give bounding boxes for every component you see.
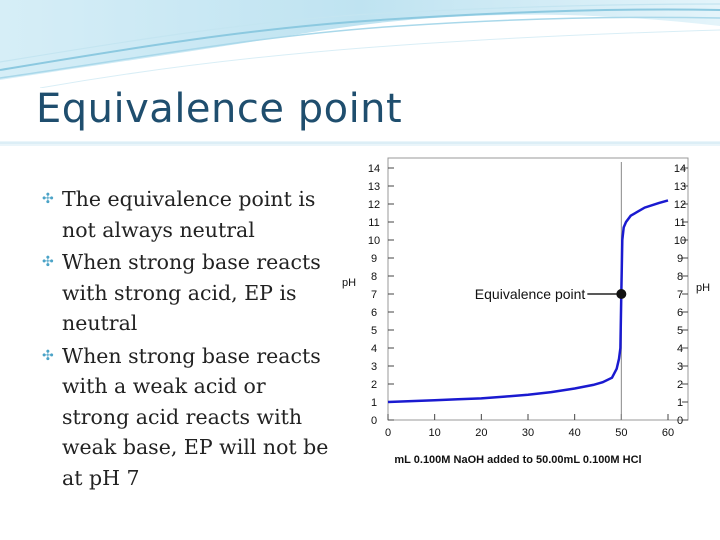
y-tick-label: 8: [371, 271, 377, 283]
bullet-text: When strong base reacts with a weak acid…: [62, 343, 329, 490]
y-tick-label: 13: [368, 181, 380, 193]
x-axis: 0 10 20 30 40 50 60: [385, 414, 674, 439]
y-tick-label: 14: [674, 163, 686, 175]
y-tick-label: 9: [677, 253, 683, 265]
x-tick-label: 50: [615, 427, 627, 439]
y-tick-label: 6: [371, 307, 377, 319]
bullet-text: When strong base reacts with strong acid…: [62, 250, 321, 335]
y-tick-label: 7: [371, 289, 377, 301]
y-tick-label: 7: [677, 289, 683, 301]
x-tick-label: 40: [569, 427, 581, 439]
sparkle-icon: ✣: [42, 191, 54, 207]
y-tick-label: 3: [677, 361, 683, 373]
y-tick-label: 4: [677, 343, 683, 355]
y-tick-label: 14: [368, 163, 380, 175]
x-tick-label: 20: [475, 427, 487, 439]
x-tick-label: 0: [385, 427, 391, 439]
y-tick-label: 11: [674, 217, 685, 229]
titration-curve: [387, 199, 669, 404]
y-tick-label: 1: [677, 397, 683, 409]
x-tick-label: 60: [662, 427, 674, 439]
y-tick-label: 6: [677, 307, 683, 319]
y-axis-label-right: pH: [696, 282, 710, 294]
bullet-item: ✣ When strong base reacts with a weak ac…: [42, 341, 332, 494]
x-axis-label: mL 0.100M NaOH added to 50.00mL 0.100M H…: [394, 454, 641, 466]
sparkle-icon: ✣: [42, 254, 54, 270]
y-tick-label: 3: [371, 361, 377, 373]
y-tick-label: 5: [677, 325, 683, 337]
x-tick-label: 30: [522, 427, 534, 439]
y-tick-label: 8: [677, 271, 683, 283]
y-tick-label: 0: [371, 415, 377, 427]
y-tick-label: 12: [368, 199, 380, 211]
bullet-item: ✣ When strong base reacts with strong ac…: [42, 247, 332, 339]
y-tick-label: 2: [371, 379, 377, 391]
bullet-item: ✣ The equivalence point is not always ne…: [42, 184, 332, 245]
y-tick-label: 9: [371, 253, 377, 265]
y-tick-label: 5: [371, 325, 377, 337]
y-tick-label: 13: [674, 181, 686, 193]
bullet-list: ✣ The equivalence point is not always ne…: [42, 184, 332, 495]
y-tick-label: 12: [674, 199, 686, 211]
y-tick-label: 4: [371, 343, 377, 355]
page-title: Equivalence point: [36, 86, 403, 132]
y-tick-label: 10: [674, 235, 686, 247]
title-divider: [0, 141, 720, 146]
plot-frame: [387, 157, 689, 421]
y-axis-label-left: pH: [342, 277, 356, 289]
equivalence-point-marker: [616, 289, 627, 299]
y-tick-label: 2: [677, 379, 683, 391]
annotation-label: Equivalence point: [475, 286, 586, 302]
titration-chart: 0 1 2 3 4 5 6 7 8 9 10 11 12 13 14 0 1 2 3 4 5 6 7 8 9 10 11 12 13 1…: [328, 144, 720, 470]
x-tick-label: 10: [429, 427, 441, 439]
bullet-text: The equivalence point is not always neut…: [62, 187, 316, 242]
y-tick-label: 1: [371, 397, 377, 409]
sparkle-icon: ✣: [42, 347, 54, 364]
y-tick-label: 10: [368, 235, 380, 247]
y-tick-label: 0: [677, 415, 683, 427]
y-tick-label: 11: [368, 217, 379, 229]
header-wave-band: [0, 0, 720, 88]
